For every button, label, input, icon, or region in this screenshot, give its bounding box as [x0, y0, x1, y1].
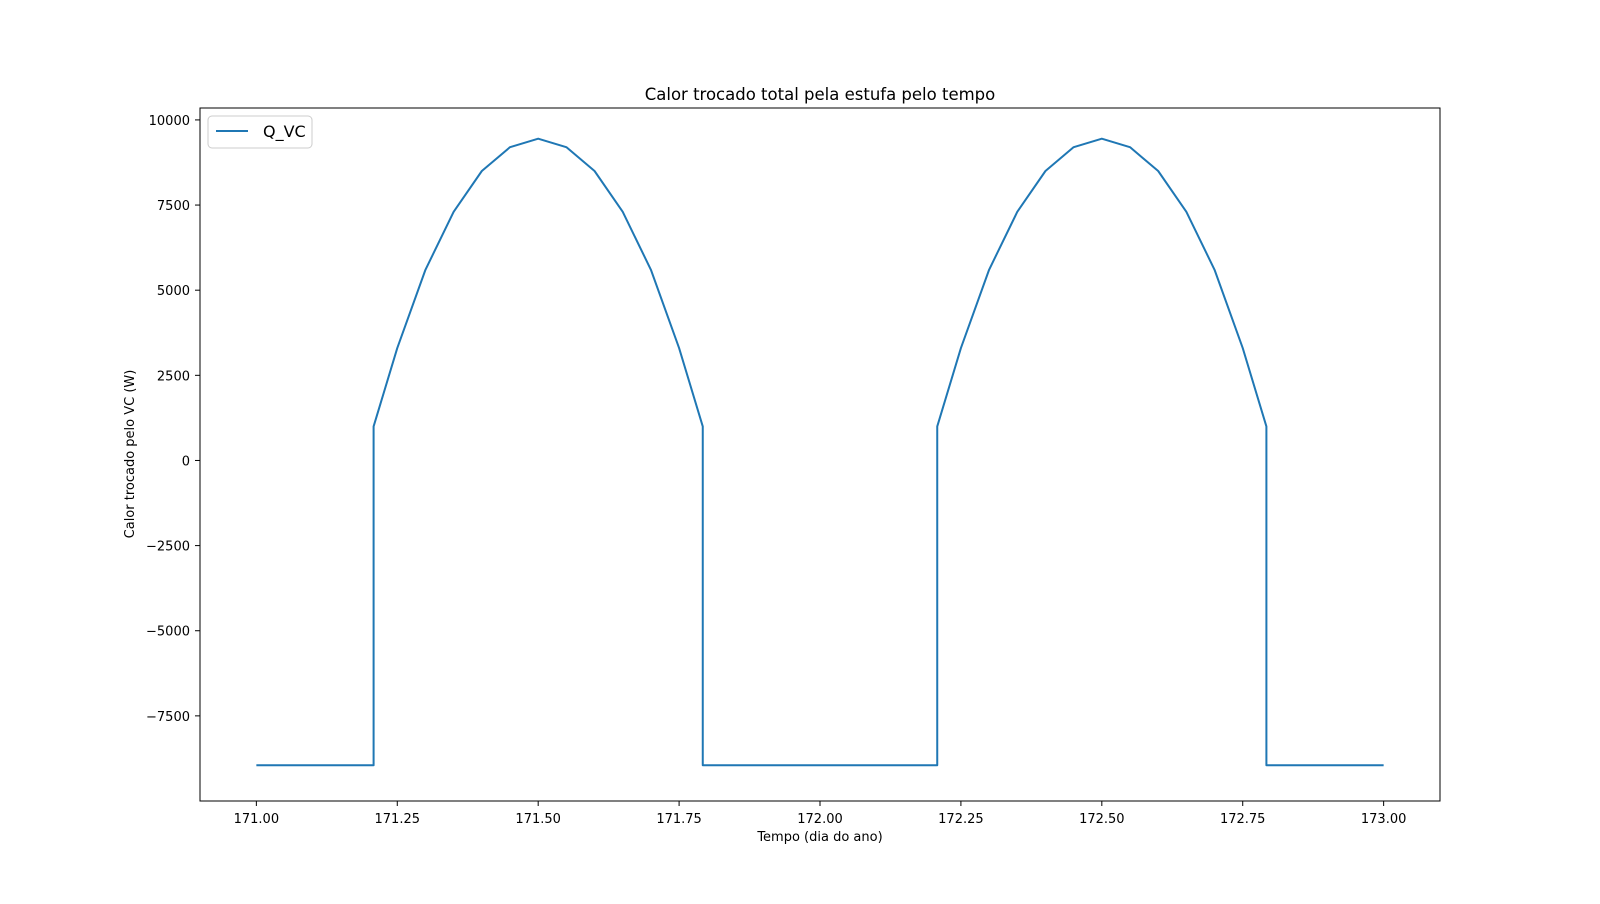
x-tick-label: 171.75	[656, 812, 702, 827]
y-tick-label: 5000	[157, 284, 190, 299]
y-tick-label: 10000	[149, 114, 190, 129]
x-tick-label: 172.25	[938, 812, 984, 827]
y-tick-label: −5000	[146, 625, 190, 640]
x-tick-label: 171.50	[515, 812, 561, 827]
chart-title: Calor trocado total pela estufa pelo tem…	[645, 85, 996, 104]
legend-box	[207, 115, 313, 149]
x-tick-label: 173.00	[1361, 812, 1407, 827]
y-axis-ticks: 10000 7500 5000 2500 0 −2500 −5000 −7500	[146, 114, 200, 725]
y-tick-label: 7500	[157, 199, 190, 214]
x-axis-ticks: 171.00 171.25 171.50 171.75 172.00 172.25 172.…	[234, 801, 1407, 827]
x-axis-label: Tempo (dia do ano)	[756, 830, 882, 845]
y-tick-label: −7500	[146, 710, 190, 725]
plot-frame	[199, 107, 1441, 802]
y-tick-label: 2500	[157, 369, 190, 384]
y-axis-label: Calor trocado pelo VC (W)	[123, 370, 138, 539]
x-tick-label: 172.50	[1079, 812, 1125, 827]
x-tick-label: 171.25	[375, 812, 421, 827]
series-line-q-vc	[256, 137, 1384, 767]
legend: Q_VC	[207, 115, 313, 149]
y-tick-label: −2500	[146, 540, 190, 555]
legend-label-q-vc: Q_VC	[263, 122, 306, 142]
x-tick-label: 172.00	[797, 812, 843, 827]
y-tick-label: 0	[182, 454, 190, 469]
plot-area	[200, 108, 1440, 801]
x-tick-label: 171.00	[234, 812, 280, 827]
x-tick-label: 172.75	[1220, 812, 1266, 827]
